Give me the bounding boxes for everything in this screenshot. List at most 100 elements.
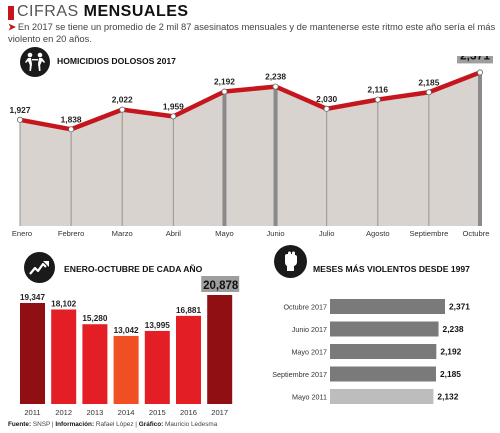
data-point (272, 83, 279, 90)
month-drop-line (222, 91, 227, 226)
data-label: 13,042 (114, 326, 139, 335)
data-label: 2,371 (460, 56, 490, 62)
section-title-anual: ENERO-OCTUBRE DE CADA AÑO (64, 264, 203, 274)
footer-info: Rafael López | (95, 421, 137, 428)
area-fill (20, 72, 480, 226)
month-tick-label: Febrero (58, 229, 85, 238)
data-label: 13,995 (145, 321, 170, 330)
year-bar (144, 330, 170, 404)
data-label: 2,132 (437, 392, 458, 402)
data-point (374, 96, 381, 103)
data-label: 2,185 (440, 369, 461, 379)
year-bar (207, 295, 233, 404)
footer-grafico-label: Gráfico: (138, 421, 164, 428)
data-label: 2,238 (265, 72, 286, 82)
section-title-homicidios: HOMICIDIOS DOLOSOS 2017 (57, 56, 176, 66)
month-tick-label: Agosto (366, 229, 390, 238)
data-point (170, 113, 177, 120)
month-drop-line (19, 119, 21, 226)
page-subtitle: ➤ En 2017 se tiene un promedio de 2 mil 8… (8, 21, 496, 44)
month-label: Mayo 2011 (292, 393, 327, 402)
data-point (476, 69, 483, 76)
data-label: 18,102 (51, 299, 76, 308)
month-drop-line (428, 92, 430, 226)
month-label: Mayo 2017 (291, 348, 327, 357)
year-bar (82, 324, 108, 404)
data-label: 20,878 (203, 280, 239, 292)
header-accent-bar (8, 6, 14, 20)
month-tick-label: Marzo (112, 229, 133, 238)
year-tick-label: 2015 (149, 408, 166, 417)
month-label: Septiembre 2017 (272, 370, 327, 379)
month-label: Octubre 2017 (283, 303, 327, 312)
year-tick-label: 2016 (180, 408, 197, 417)
footer-grafico: Mauricio Ledesma (165, 421, 218, 428)
data-point (68, 126, 75, 133)
raised-fist-icon (274, 245, 307, 278)
data-label: 15,280 (82, 314, 107, 323)
month-bar (330, 389, 434, 404)
data-label: 1,838 (61, 114, 82, 124)
data-label: 2,192 (440, 347, 461, 357)
month-tick-label: Julio (319, 229, 335, 238)
data-point (16, 116, 23, 123)
month-tick-label: Septiembre (409, 229, 448, 238)
year-tick-label: 2014 (118, 408, 135, 417)
footer-fuente: SNSP | (32, 421, 54, 428)
data-label: 2,022 (112, 95, 133, 105)
data-point (119, 106, 126, 113)
month-drop-line (273, 86, 278, 226)
month-bar (330, 344, 437, 359)
data-point (221, 88, 228, 95)
month-tick-label: Octubre (462, 229, 489, 238)
fighters-icon (20, 47, 50, 77)
month-tick-label: Mayo (215, 229, 234, 238)
monthly-homicides-chart: 1,927 Enero 1,838 Febrero 2,022 Marzo 1,959 Abr… (10, 56, 493, 238)
data-label: 19,347 (20, 293, 45, 302)
month-drop-line (70, 129, 72, 226)
year-tick-label: 2013 (86, 408, 103, 417)
year-bar (20, 302, 45, 404)
data-point (425, 89, 432, 96)
data-label: 2,116 (368, 85, 389, 95)
year-bar (113, 335, 139, 404)
data-label: 1,959 (163, 101, 184, 111)
month-drop-line (326, 108, 328, 226)
data-label: 2,371 (449, 302, 470, 312)
title-light: CIFRAS (17, 3, 84, 20)
year-bar (176, 315, 201, 404)
data-label: 2,185 (418, 77, 439, 87)
month-tick-label: Enero (12, 229, 32, 238)
data-point (323, 105, 330, 112)
data-label: 2,030 (316, 94, 337, 104)
section-title-violentos: MESES MÁS VIOLENTOS DESDE 1997 (313, 264, 470, 274)
month-drop-line (478, 72, 482, 226)
series-line (19, 70, 481, 132)
data-label: 1,927 (10, 105, 31, 115)
footer-info-label: Información: (55, 421, 95, 428)
month-bar (330, 299, 445, 314)
most-violent-months-chart: Octubre 2017 2,371 Junio 2017 2,238 Mayo 201… (272, 299, 470, 404)
rising-arrow-icon (24, 252, 55, 283)
highlight-label-box (201, 276, 240, 292)
month-tick-label: Junio (266, 229, 284, 238)
year-tick-label: 2012 (55, 408, 72, 417)
yearly-homicides-chart: 19,347 2011 18,102 2012 15,280 2013 13,042 2014… (20, 276, 240, 417)
data-label: 2,238 (443, 324, 464, 334)
month-drop-line (172, 116, 174, 226)
year-tick-label: 2011 (24, 408, 40, 417)
footer-credits: Fuente: SNSP | Información: Rafael López… (8, 421, 217, 428)
footer-fuente-label: Fuente: (8, 421, 32, 428)
month-label: Junio 2017 (292, 325, 327, 334)
highlight-label-box (457, 56, 493, 64)
year-bar (51, 309, 77, 404)
month-drop-line (121, 109, 123, 226)
month-tick-label: Abril (166, 229, 182, 238)
year-tick-label: 2017 (211, 408, 228, 417)
month-bar (330, 321, 439, 337)
page-title: CIFRAS MENSUALES (17, 3, 189, 21)
bullet-arrow-icon: ➤ (8, 21, 16, 32)
month-bar (330, 366, 436, 382)
month-drop-line (377, 99, 379, 226)
title-bold: MENSUALES (83, 3, 189, 20)
